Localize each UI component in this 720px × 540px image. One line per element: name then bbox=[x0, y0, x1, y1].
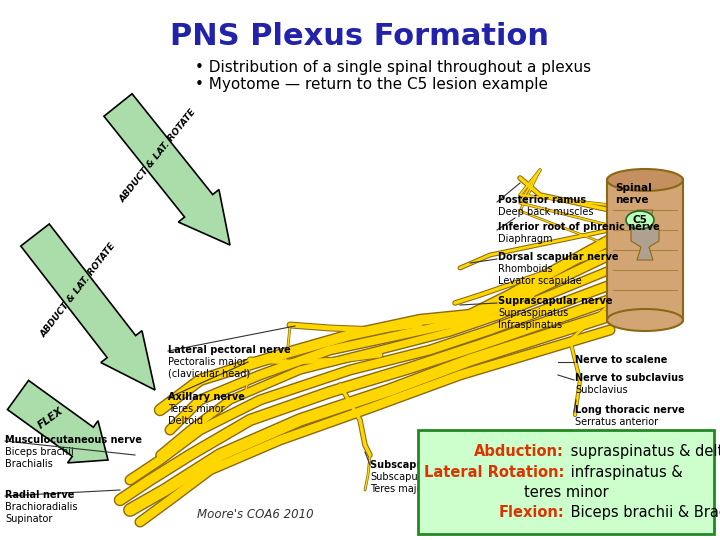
Text: Subscapular nerves: Subscapular nerves bbox=[370, 460, 479, 470]
Text: Nerve to subclavius: Nerve to subclavius bbox=[575, 373, 684, 383]
Polygon shape bbox=[7, 380, 108, 463]
Text: Rhomboids: Rhomboids bbox=[498, 264, 553, 274]
Text: Supinator: Supinator bbox=[5, 514, 53, 524]
FancyBboxPatch shape bbox=[607, 177, 683, 323]
Text: Biceps brachii & Brachialis: Biceps brachii & Brachialis bbox=[566, 505, 720, 520]
FancyBboxPatch shape bbox=[418, 430, 714, 534]
Ellipse shape bbox=[626, 211, 654, 229]
Text: Suprascapular nerve: Suprascapular nerve bbox=[498, 296, 613, 306]
Text: Dorsal scapular nerve: Dorsal scapular nerve bbox=[498, 252, 618, 262]
Text: Inferior root of phrenic nerve: Inferior root of phrenic nerve bbox=[498, 222, 660, 232]
Text: Supraspinatus: Supraspinatus bbox=[498, 308, 568, 318]
Polygon shape bbox=[104, 94, 230, 245]
Text: Long thoracic nerve: Long thoracic nerve bbox=[575, 405, 685, 415]
Text: Subscapularis: Subscapularis bbox=[370, 472, 438, 482]
Text: Teres major: Teres major bbox=[370, 484, 426, 494]
Text: Moore's COA6 2010: Moore's COA6 2010 bbox=[197, 508, 313, 521]
Text: Teres minor: Teres minor bbox=[168, 404, 225, 414]
Text: Deep back muscles: Deep back muscles bbox=[498, 207, 593, 217]
Text: ABDUCT & LAT. ROTATE: ABDUCT & LAT. ROTATE bbox=[118, 107, 198, 204]
Text: Biceps brachii: Biceps brachii bbox=[5, 447, 73, 457]
Text: Flexion:: Flexion: bbox=[498, 505, 564, 520]
Text: • Myotome — return to the C5 lesion example: • Myotome — return to the C5 lesion exam… bbox=[195, 77, 548, 92]
Text: Lateral Rotation:: Lateral Rotation: bbox=[423, 465, 564, 480]
Text: Levator scapulae: Levator scapulae bbox=[498, 276, 582, 286]
Text: Infraspinatus: Infraspinatus bbox=[498, 320, 562, 330]
Text: • Distribution of a single spinal throughout a plexus: • Distribution of a single spinal throug… bbox=[195, 60, 591, 75]
Text: Deltoid: Deltoid bbox=[168, 416, 203, 426]
Text: Abduction:: Abduction: bbox=[474, 444, 564, 459]
Text: PNS Plexus Formation: PNS Plexus Formation bbox=[171, 22, 549, 51]
Text: FLEX: FLEX bbox=[36, 406, 65, 431]
Text: Axillary nerve: Axillary nerve bbox=[168, 392, 245, 402]
Text: supraspinatus & deltoid: supraspinatus & deltoid bbox=[566, 444, 720, 459]
Polygon shape bbox=[21, 224, 155, 390]
Text: Brachioradialis: Brachioradialis bbox=[5, 502, 78, 512]
Text: Musculocutaneous nerve: Musculocutaneous nerve bbox=[5, 435, 142, 445]
Text: Diaphragm: Diaphragm bbox=[498, 234, 552, 244]
Text: Pectoralis major: Pectoralis major bbox=[168, 357, 247, 367]
Text: Lateral pectoral nerve: Lateral pectoral nerve bbox=[168, 345, 291, 355]
Polygon shape bbox=[631, 210, 659, 260]
Text: ABDUCT & LAT. ROTATE: ABDUCT & LAT. ROTATE bbox=[39, 242, 117, 340]
Text: (clavicular head): (clavicular head) bbox=[168, 369, 250, 379]
Text: Posterior ramus: Posterior ramus bbox=[498, 195, 586, 205]
Text: Spinal
nerve: Spinal nerve bbox=[615, 183, 652, 205]
Text: infraspinatus &: infraspinatus & bbox=[566, 465, 683, 480]
Text: teres minor: teres minor bbox=[523, 485, 608, 500]
Text: Brachialis: Brachialis bbox=[5, 459, 53, 469]
Text: Radial nerve: Radial nerve bbox=[5, 490, 74, 500]
Ellipse shape bbox=[607, 169, 683, 191]
Text: Subclavius: Subclavius bbox=[575, 385, 628, 395]
Text: Nerve to scalene: Nerve to scalene bbox=[575, 355, 667, 365]
Text: C5: C5 bbox=[633, 215, 647, 225]
Text: Serratus anterior: Serratus anterior bbox=[575, 417, 658, 427]
Ellipse shape bbox=[607, 309, 683, 331]
